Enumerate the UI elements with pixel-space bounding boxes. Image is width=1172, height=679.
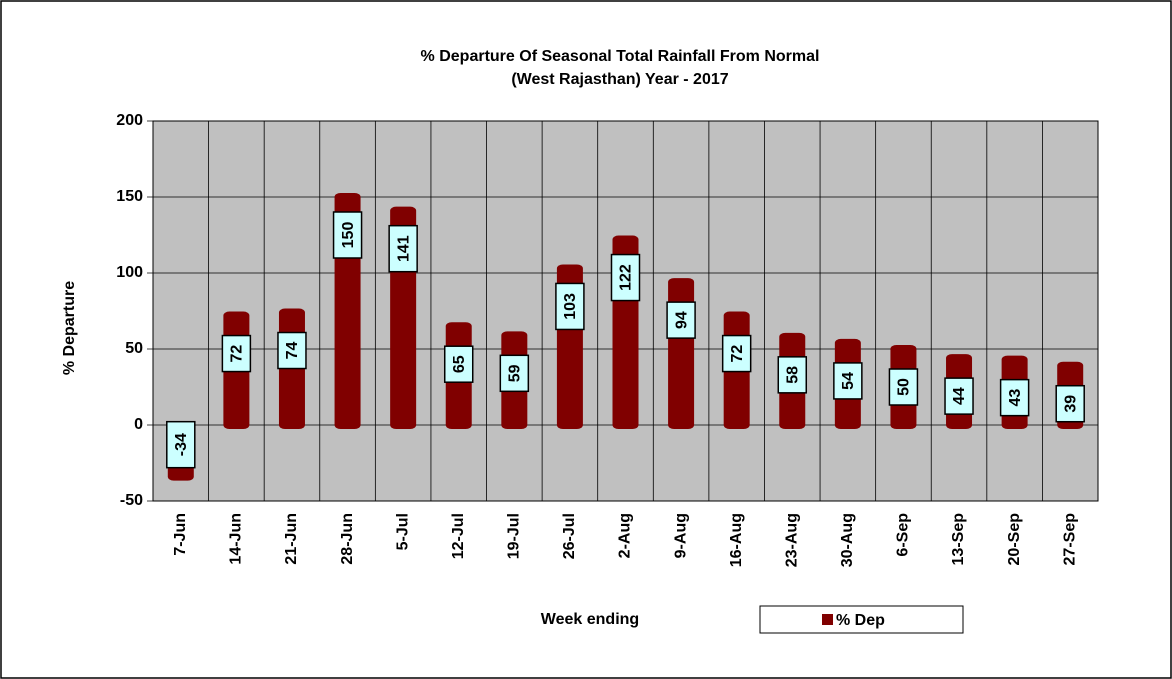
- data-label: 150: [340, 222, 357, 249]
- x-tick-label: 27-Sep: [1061, 513, 1078, 566]
- x-tick-label: 14-Jun: [228, 513, 245, 565]
- data-label-box: [833, 362, 863, 400]
- x-tick-label: 19-Jul: [506, 513, 523, 559]
- data-label: 54: [840, 372, 857, 390]
- x-tick-label: 16-Aug: [728, 513, 745, 567]
- data-label-box: [221, 334, 252, 373]
- data-label-box: [332, 211, 363, 259]
- legend-label: % Dep: [836, 612, 885, 629]
- legend: [759, 605, 964, 634]
- data-label: 72: [729, 345, 746, 363]
- data-label-box: [277, 331, 307, 370]
- y-tick-label: 0: [134, 416, 143, 433]
- y-tick-label: 150: [116, 188, 143, 205]
- data-label: 39: [1062, 395, 1079, 413]
- x-tick-label: 6-Sep: [895, 513, 912, 557]
- chart-title: % Departure Of Seasonal Total Rainfall F…: [421, 48, 820, 65]
- bar: [668, 278, 695, 429]
- data-label-box: [443, 345, 474, 383]
- data-label: 94: [673, 311, 690, 329]
- x-tick-label: 9-Aug: [672, 513, 689, 558]
- data-label: 141: [395, 235, 412, 262]
- data-label-box: [888, 368, 919, 406]
- x-tick-label: 26-Jul: [561, 513, 578, 559]
- x-axis-title: Week ending: [541, 611, 639, 628]
- data-label-box: [388, 224, 418, 273]
- data-label: -34: [173, 433, 190, 456]
- x-tick-label: 2-Aug: [617, 513, 634, 558]
- x-tick-label: 7-Jun: [172, 513, 189, 556]
- x-tick-label: 20-Sep: [1006, 513, 1023, 566]
- data-label-box: [999, 378, 1030, 417]
- data-label-box: [166, 420, 196, 469]
- x-tick-label: 5-Jul: [394, 513, 411, 550]
- data-label: 72: [229, 345, 246, 363]
- chart-subtitle: (West Rajasthan) Year - 2017: [511, 71, 728, 88]
- x-tick-label: 30-Aug: [839, 513, 856, 567]
- data-label: 122: [618, 264, 635, 291]
- x-tick-label: 28-Jun: [339, 513, 356, 565]
- data-label-box: [1055, 384, 1085, 423]
- legend-swatch: [822, 614, 833, 625]
- data-label-box: [555, 282, 585, 331]
- x-tick-label: 12-Jul: [450, 513, 467, 559]
- data-label: 43: [1007, 389, 1024, 407]
- y-axis-title: % Departure: [61, 281, 78, 375]
- data-label-box: [944, 377, 974, 415]
- plot-border: [152, 120, 1099, 502]
- y-tick-label: 50: [125, 340, 143, 357]
- data-label: 44: [951, 387, 968, 405]
- data-label: 59: [507, 364, 524, 382]
- data-label: 65: [451, 355, 468, 373]
- data-label: 50: [896, 378, 913, 396]
- data-label-box: [721, 334, 752, 373]
- data-label: 103: [562, 293, 579, 320]
- y-tick-label: 200: [116, 112, 143, 129]
- y-tick-label: -50: [120, 492, 143, 509]
- data-label-box: [666, 301, 696, 339]
- data-label-box: [777, 356, 808, 394]
- y-tick-label: 100: [116, 264, 143, 281]
- data-label: 74: [284, 342, 301, 360]
- data-label-box: [499, 354, 530, 393]
- x-tick-label: 13-Sep: [950, 513, 967, 566]
- x-tick-label: 21-Jun: [283, 513, 300, 565]
- data-label: 58: [784, 366, 801, 384]
- data-label-box: [610, 253, 641, 302]
- x-tick-label: 23-Aug: [783, 513, 800, 567]
